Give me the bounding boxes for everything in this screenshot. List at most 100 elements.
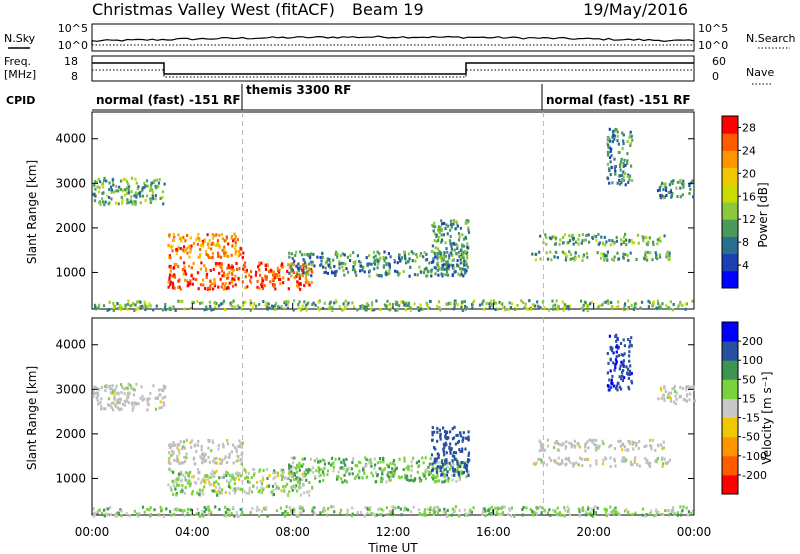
echo-cell <box>183 245 186 249</box>
echo-cell <box>376 266 379 270</box>
colorbar-tick-label: 12 <box>742 213 756 226</box>
echo-cell <box>295 250 298 254</box>
echo-cell <box>308 262 311 266</box>
echo-cell <box>333 510 336 514</box>
echo-cell <box>652 300 655 304</box>
colorbar-tick-label: 200 <box>742 335 763 348</box>
echo-cell <box>556 448 559 452</box>
echo-cell <box>260 285 264 289</box>
echo-cell <box>287 300 290 304</box>
echo-cell <box>582 509 585 513</box>
echo-cell <box>297 268 300 272</box>
echo-cell <box>588 240 591 244</box>
echo-cell <box>436 474 439 478</box>
echo-cell <box>235 472 238 476</box>
echo-cell <box>456 462 459 466</box>
echo-cell <box>456 459 459 463</box>
echo-cell <box>183 455 186 459</box>
echo-cell <box>540 444 543 448</box>
echo-cell <box>648 438 652 442</box>
echo-cell <box>94 392 97 396</box>
echo-cell <box>685 399 688 403</box>
echo-cell <box>673 386 676 390</box>
echo-cell <box>201 453 204 456</box>
echo-cell <box>614 362 618 366</box>
echo-cell <box>526 307 529 311</box>
echo-cell <box>328 258 331 261</box>
echo-cell <box>329 262 332 265</box>
echo-cell <box>247 471 250 475</box>
echo-cell <box>343 305 346 309</box>
echo-cell <box>607 177 610 181</box>
echo-cell <box>117 189 120 193</box>
echo-cell <box>590 439 593 442</box>
echo-cell <box>431 466 434 470</box>
echo-cell <box>613 512 616 516</box>
echo-cell <box>584 238 587 242</box>
colorbar-tick-label: 50 <box>742 373 756 386</box>
echo-cell <box>93 513 96 517</box>
echo-cell <box>610 147 613 151</box>
echo-cell <box>434 255 437 259</box>
echo-cell <box>439 308 442 312</box>
echo-cell <box>644 457 647 461</box>
echo-cell <box>296 489 299 493</box>
echo-cell <box>181 484 184 488</box>
echo-cell <box>631 241 634 245</box>
echo-cell <box>280 489 283 493</box>
echo-cell <box>622 359 625 363</box>
echo-cell <box>97 190 101 194</box>
echo-cell <box>410 464 413 468</box>
echo-cell <box>226 439 229 442</box>
echo-cell <box>96 185 99 189</box>
echo-cell <box>281 468 285 472</box>
echo-cell <box>451 473 454 477</box>
echo-cell <box>230 253 233 257</box>
echo-cell <box>672 303 675 306</box>
echo-cell <box>267 484 270 488</box>
echo-cell <box>661 465 664 468</box>
echo-cell <box>466 513 469 517</box>
echo-cell <box>488 302 491 306</box>
echo-cell <box>209 269 212 272</box>
echo-cell <box>398 457 401 461</box>
echo-cell <box>324 261 327 265</box>
echo-cell <box>201 513 204 517</box>
echo-cell <box>673 512 676 516</box>
echo-cell <box>386 272 389 276</box>
echo-cell <box>658 305 661 309</box>
echo-cell <box>312 252 315 256</box>
echo-cell <box>620 353 623 357</box>
echo-cell <box>565 305 569 309</box>
echo-cell <box>225 235 228 239</box>
echo-cell <box>458 478 461 482</box>
echo-cell <box>571 462 575 466</box>
echo-cell <box>115 185 118 188</box>
echo-cell <box>685 385 688 389</box>
colorbar-swatch <box>722 133 738 151</box>
echo-cell <box>214 305 217 309</box>
echo-cell <box>182 236 185 239</box>
echo-region <box>657 384 696 406</box>
echo-cell <box>613 459 616 463</box>
echo-cell <box>219 462 222 465</box>
echo-cell <box>435 475 438 479</box>
echo-cell <box>630 463 633 467</box>
echo-cell <box>341 480 344 484</box>
echo-cell <box>332 271 336 275</box>
echo-cell <box>376 250 379 254</box>
echo-cell <box>578 233 581 237</box>
echo-cell <box>121 198 124 202</box>
echo-cell <box>452 241 455 245</box>
echo-cell <box>622 139 625 143</box>
echo-cell <box>662 512 665 516</box>
echo-cell <box>596 447 599 451</box>
echo-cell <box>391 472 394 476</box>
echo-cell <box>213 489 216 493</box>
echo-cell <box>237 276 240 280</box>
echo-cell <box>564 445 568 449</box>
echo-cell <box>444 462 447 466</box>
echo-cell <box>467 458 470 461</box>
echo-cell <box>198 515 201 518</box>
echo-cell <box>433 446 436 449</box>
